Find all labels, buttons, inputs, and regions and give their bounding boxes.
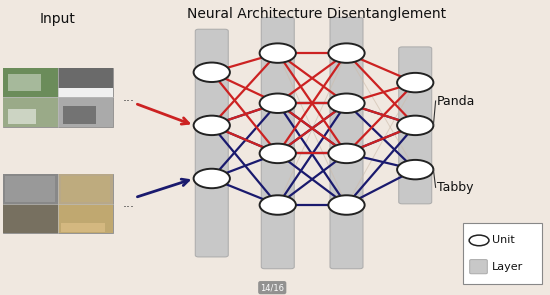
Bar: [8, 74, 41, 91]
Circle shape: [397, 73, 433, 92]
FancyBboxPatch shape: [463, 223, 542, 284]
Bar: [58, 68, 113, 97]
Circle shape: [194, 116, 230, 135]
Bar: [16, 78, 96, 121]
Text: Input: Input: [40, 12, 76, 26]
Bar: [8, 109, 36, 124]
Circle shape: [397, 116, 433, 135]
Bar: [3, 68, 58, 97]
Circle shape: [328, 195, 365, 215]
Bar: [3, 174, 58, 204]
Text: Panda: Panda: [437, 94, 475, 108]
Circle shape: [328, 43, 365, 63]
Bar: [3, 68, 113, 127]
Bar: [58, 97, 113, 127]
Circle shape: [194, 63, 230, 82]
Circle shape: [194, 169, 230, 188]
Bar: [58, 204, 113, 233]
Circle shape: [260, 94, 296, 113]
Circle shape: [260, 43, 296, 63]
FancyBboxPatch shape: [470, 260, 487, 274]
Text: Layer: Layer: [492, 262, 524, 272]
Bar: [58, 174, 113, 204]
Bar: [3, 97, 58, 127]
Circle shape: [328, 94, 365, 113]
Text: Unit: Unit: [492, 235, 515, 245]
Circle shape: [260, 195, 296, 215]
FancyBboxPatch shape: [261, 17, 294, 269]
Bar: [60, 176, 110, 202]
FancyBboxPatch shape: [330, 17, 363, 269]
Circle shape: [328, 144, 365, 163]
Text: Tabby: Tabby: [437, 181, 473, 194]
Circle shape: [397, 160, 433, 179]
Bar: [60, 223, 104, 232]
FancyBboxPatch shape: [399, 47, 432, 204]
Bar: [3, 204, 58, 233]
Bar: [16, 185, 96, 227]
Circle shape: [260, 144, 296, 163]
Bar: [58, 68, 113, 88]
Text: ...: ...: [123, 91, 135, 104]
Bar: [3, 174, 113, 233]
Bar: [63, 106, 96, 124]
FancyBboxPatch shape: [195, 29, 228, 257]
Text: 14/16: 14/16: [260, 283, 284, 292]
Circle shape: [469, 235, 489, 246]
Text: Neural Architecture Disentanglement: Neural Architecture Disentanglement: [186, 7, 446, 21]
Bar: [6, 176, 55, 202]
Text: ...: ...: [123, 197, 135, 210]
